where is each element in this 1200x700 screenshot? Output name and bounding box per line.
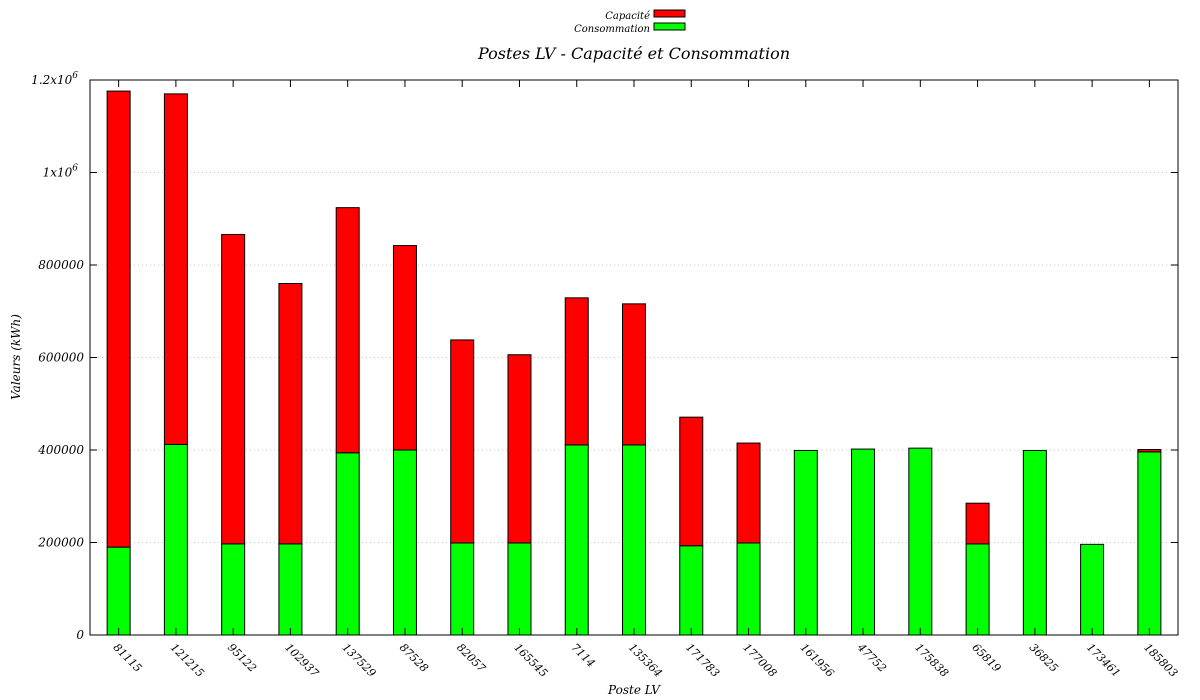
- x-tick-label-3: 102937: [282, 641, 321, 680]
- x-tick-label-11: 177008: [740, 641, 779, 680]
- bar-consommation-175838: [908, 447, 933, 636]
- bar-consommation-121215: [163, 443, 188, 636]
- bar-capacite-137529: [335, 207, 360, 454]
- legend: Capacité Consommation: [574, 9, 686, 35]
- bar-capacite-121215: [163, 93, 188, 445]
- x-tick-label-14: 175838: [912, 641, 951, 680]
- x-tick-label-8: 7114: [569, 641, 598, 670]
- y-tick-label-2: 400000: [37, 443, 84, 457]
- x-tick-label-7: 165545: [511, 641, 550, 680]
- bar-capacite-81115: [106, 90, 131, 548]
- bar-consommation-135364: [622, 444, 646, 636]
- bar-capacite-87528: [392, 245, 417, 451]
- bar-consommation-165545: [507, 542, 532, 636]
- y-axis-label: Valeurs (kWh): [9, 314, 23, 400]
- x-tick-label-1: 121215: [168, 641, 207, 680]
- bar-consommation-185803: [1137, 451, 1162, 636]
- bar-capacite-65819: [965, 502, 990, 545]
- x-tick-label-2: 95122: [225, 641, 259, 675]
- bars: [106, 90, 1162, 636]
- x-tick-label-10: 171783: [683, 641, 722, 680]
- bar-consommation-82057: [450, 542, 475, 636]
- y-axis-ticks: 0 200000 400000 600000 800000 1x106 1.2x106: [31, 71, 1178, 642]
- bar-capacite-165545: [507, 354, 532, 544]
- legend-swatch-consommation: [653, 22, 686, 31]
- x-axis-label: Poste LV: [607, 683, 661, 697]
- x-tick-label-6: 82057: [454, 641, 488, 675]
- bar-consommation-7114: [564, 444, 589, 636]
- bar-consommation-137529: [335, 452, 360, 636]
- bar-consommation-161956: [793, 449, 818, 636]
- y-tick-label-6: 1.2x106: [31, 71, 78, 87]
- x-tick-label-0: 81115: [111, 641, 145, 675]
- legend-label-consommation: Consommation: [574, 24, 650, 35]
- x-tick-label-5: 87528: [397, 641, 431, 675]
- x-tick-label-16: 36825: [1027, 641, 1061, 675]
- bar-consommation-81115: [106, 546, 131, 636]
- y-tick-label-5: 1x106: [43, 164, 79, 180]
- bar-consommation-173461: [1080, 543, 1105, 636]
- bar-capacite-82057: [450, 339, 475, 544]
- x-tick-label-9: 135364: [626, 641, 665, 680]
- x-tick-label-4: 137529: [340, 641, 379, 680]
- x-tick-label-15: 65819: [969, 641, 1003, 675]
- bar-consommation-171783: [679, 545, 704, 636]
- bar-capacite-102937: [278, 283, 303, 545]
- x-tick-label-17: 173461: [1084, 641, 1123, 680]
- legend-label-capacite: Capacité: [605, 11, 650, 22]
- y-tick-label-0: 0: [76, 628, 84, 642]
- bar-capacite-7114: [564, 297, 589, 446]
- bar-capacite-95122: [221, 233, 246, 545]
- x-tick-label-12: 161956: [798, 641, 837, 680]
- bar-consommation-65819: [965, 543, 990, 636]
- y-tick-label-4: 800000: [38, 258, 84, 272]
- bar-consommation-177008: [736, 542, 761, 636]
- chart-title: Postes LV - Capacité et Consommation: [477, 44, 790, 63]
- y-tick-label-1: 200000: [37, 536, 84, 550]
- x-tick-label-13: 47752: [854, 640, 889, 675]
- bar-consommation-95122: [221, 543, 246, 636]
- bar-consommation-102937: [278, 543, 303, 636]
- bar-consommation-47752: [851, 448, 876, 636]
- bar-consommation-36825: [1022, 449, 1047, 636]
- legend-swatch-capacite: [653, 9, 686, 18]
- y-tick-label-3: 600000: [38, 351, 84, 365]
- bar-capacite-177008: [736, 442, 761, 544]
- bar-capacite-135364: [622, 303, 646, 446]
- x-tick-label-18: 185803: [1141, 641, 1180, 680]
- bar-consommation-87528: [392, 449, 417, 636]
- bar-capacite-185803: [1137, 449, 1162, 453]
- bar-capacite-171783: [679, 416, 704, 547]
